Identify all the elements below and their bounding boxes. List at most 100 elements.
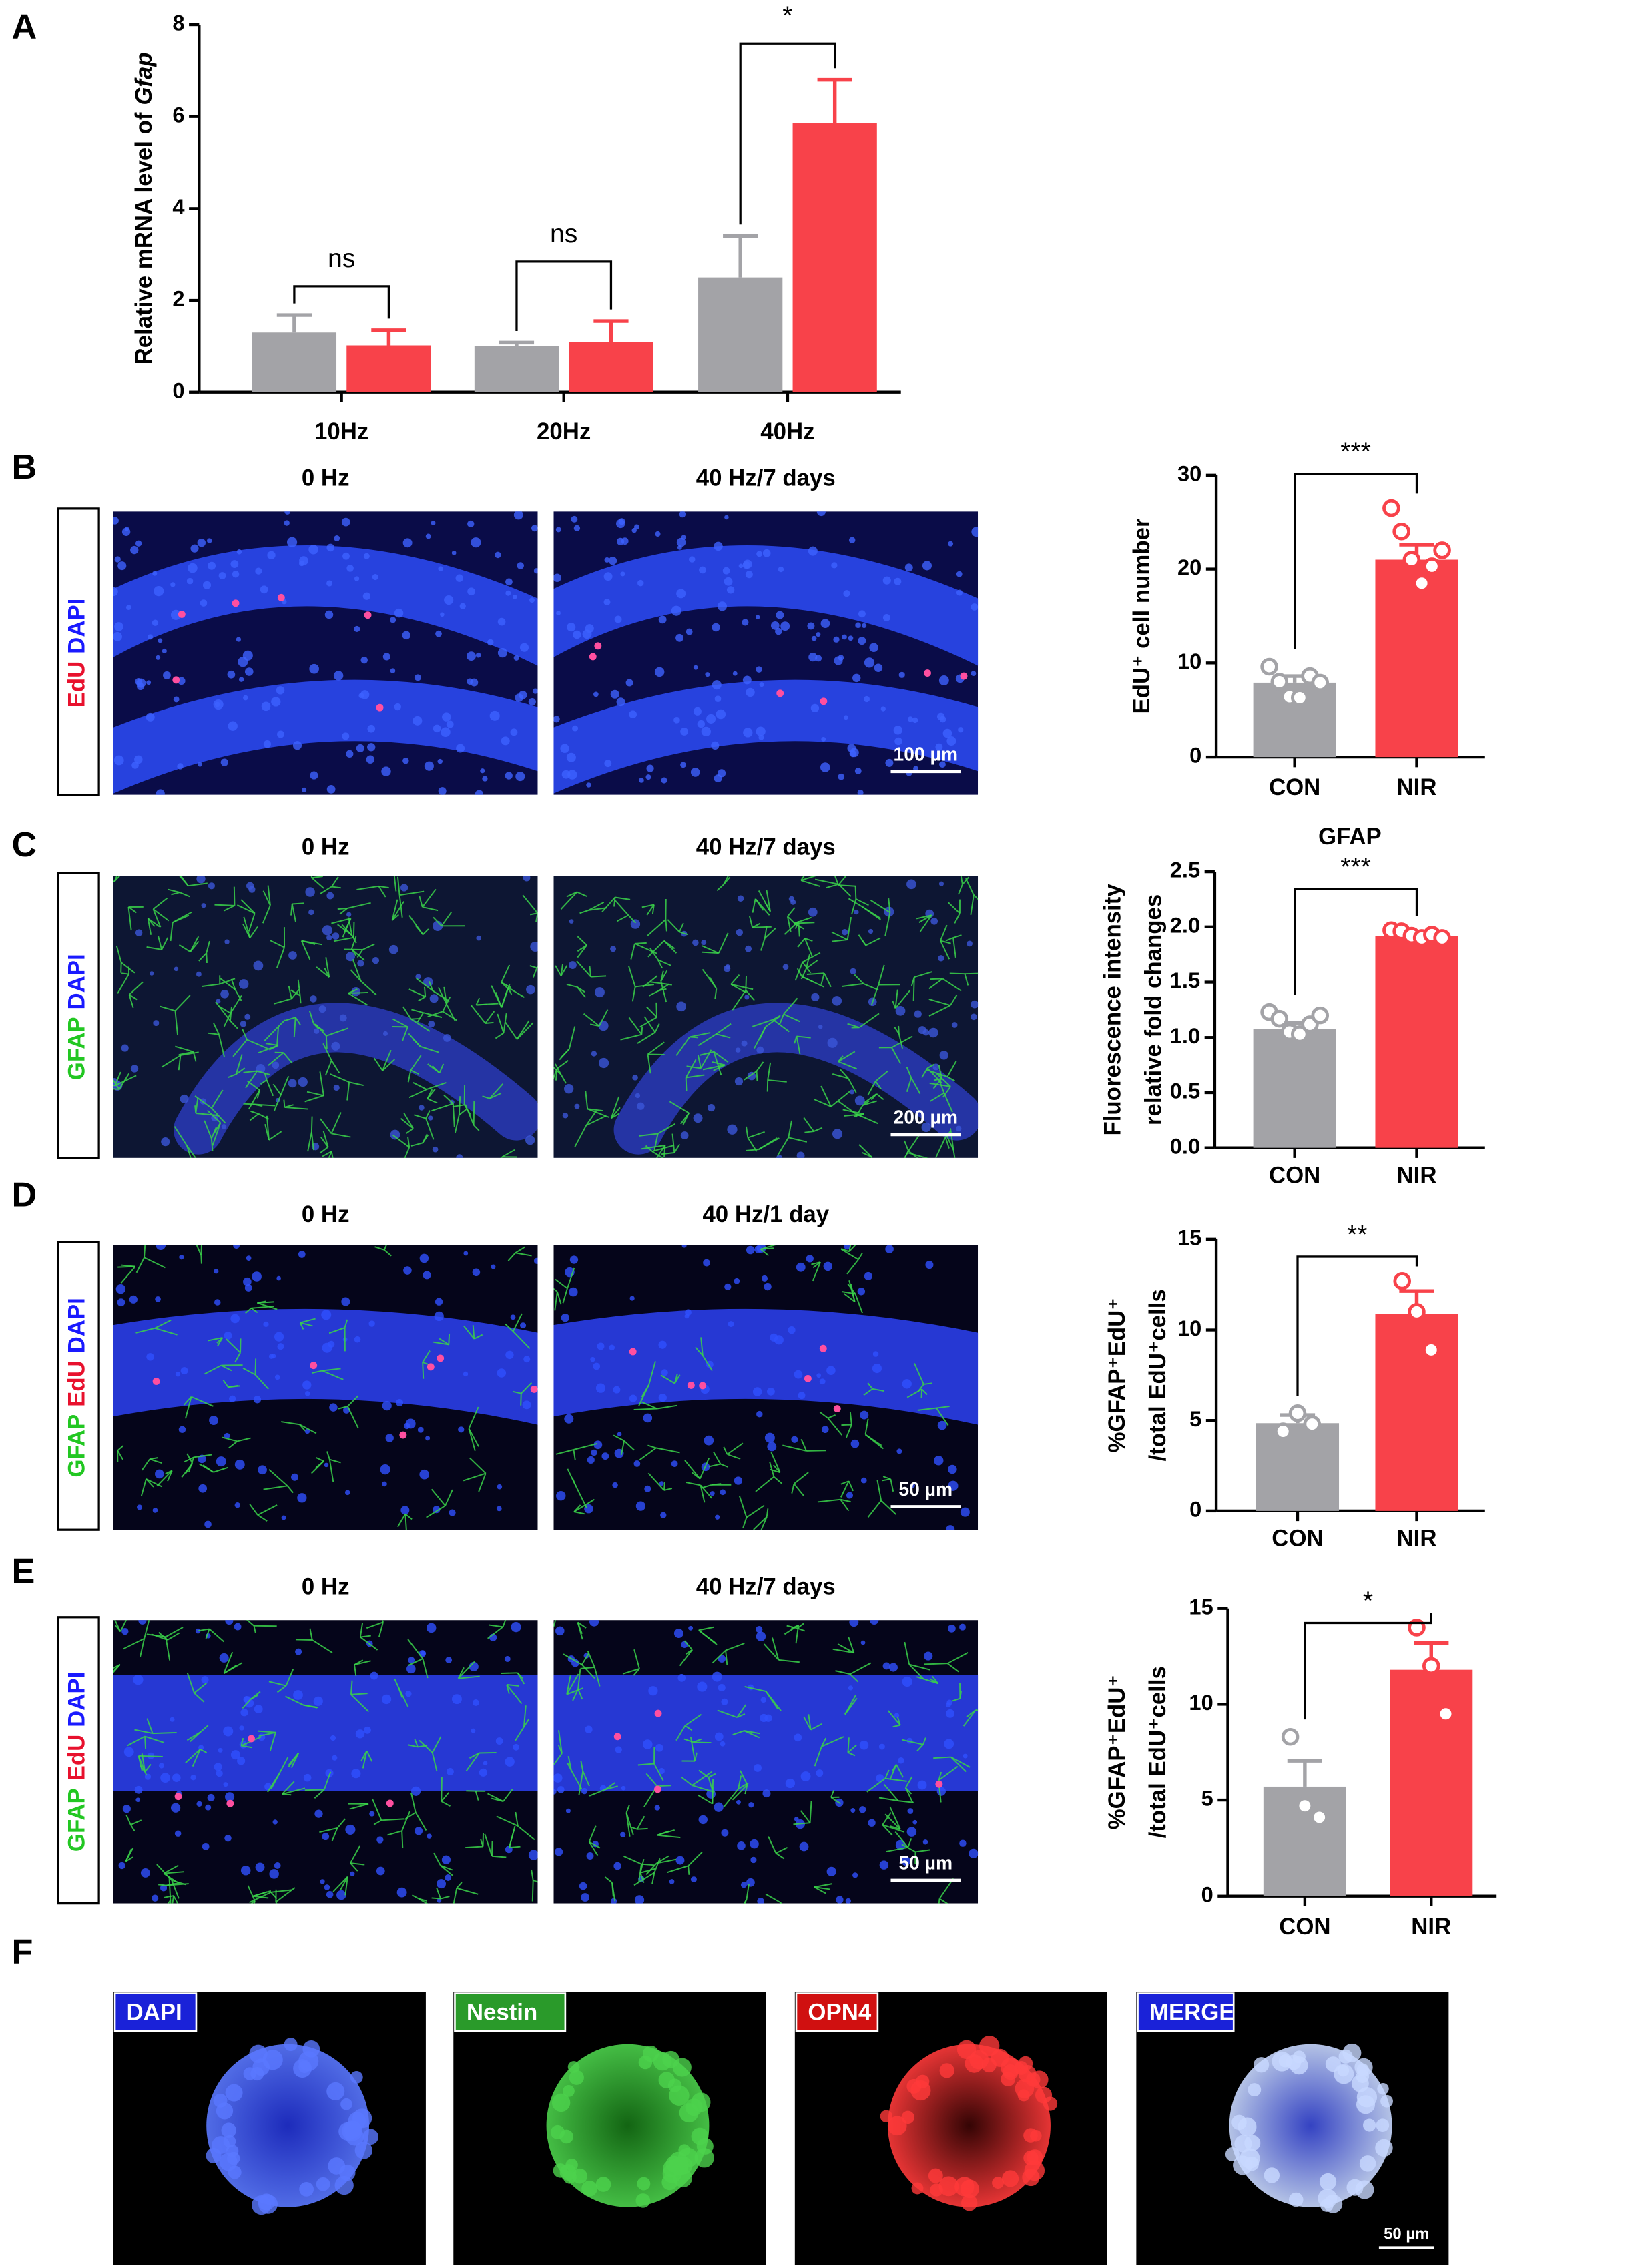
scale-bar-label: 50 µm <box>898 1852 952 1873</box>
astrocyte-process <box>904 1776 913 1789</box>
nucleus <box>309 663 319 674</box>
nucleus <box>841 929 848 936</box>
astrocyte-process <box>294 1017 301 1025</box>
nucleus <box>304 1428 310 1434</box>
nucleus <box>820 762 830 772</box>
astrocyte-process <box>272 1083 282 1095</box>
nucleus <box>615 1746 622 1753</box>
astrocyte-process <box>758 890 771 912</box>
nucleus <box>764 1282 772 1291</box>
nucleus <box>177 763 184 770</box>
astrocyte-process <box>717 1709 738 1719</box>
nucleus <box>326 784 336 794</box>
nucleus <box>732 671 738 676</box>
astrocyte-process <box>178 1055 182 1071</box>
nucleus <box>446 1768 454 1775</box>
nucleus <box>487 639 494 646</box>
nucleus <box>245 1699 254 1708</box>
nucleus <box>754 1764 762 1772</box>
astrocyte-process <box>876 1480 882 1501</box>
astrocyte-process <box>555 1278 568 1290</box>
nucleus <box>408 1657 415 1664</box>
astrocyte-process <box>643 1016 656 1033</box>
nucleus <box>354 625 360 633</box>
astrocyte-process <box>647 1054 651 1074</box>
nucleus <box>613 1386 621 1394</box>
nucleus <box>967 940 973 947</box>
astrocyte-process <box>234 1352 241 1363</box>
nucleus <box>292 741 302 750</box>
astrocyte-process <box>312 1370 322 1374</box>
astrocyte-process <box>354 1660 371 1666</box>
cell <box>1319 2173 1337 2191</box>
astrocyte-process <box>784 1625 799 1635</box>
astrocyte-process <box>168 888 180 894</box>
nucleus <box>610 689 619 699</box>
nucleus <box>274 1332 284 1342</box>
nucleus <box>767 1442 777 1452</box>
astrocyte-process <box>793 916 812 924</box>
cell <box>880 2110 893 2123</box>
astrocyte-process <box>660 980 667 1003</box>
astrocyte-process <box>585 1111 597 1126</box>
nucleus <box>741 1040 748 1047</box>
astrocyte-process <box>633 1408 657 1410</box>
astrocyte-process <box>414 1114 427 1119</box>
panel-letter: F <box>12 1933 33 1972</box>
nucleus <box>808 546 818 556</box>
nucleus <box>402 538 413 548</box>
nucleus <box>848 537 856 544</box>
astrocyte-process <box>700 1484 713 1499</box>
astrocyte-process <box>251 1306 274 1309</box>
nucleus <box>135 929 143 936</box>
astrocyte-process <box>878 964 885 985</box>
astrocyte-process <box>140 1478 147 1497</box>
nucleus <box>659 1481 664 1486</box>
astrocyte-process <box>422 1133 428 1143</box>
astrocyte-process <box>814 1746 822 1767</box>
astrocyte-process <box>577 1622 583 1635</box>
astrocyte-process <box>942 978 962 992</box>
astrocyte-process <box>713 1451 722 1465</box>
astrocyte-process <box>665 919 667 932</box>
nucleus <box>632 1075 638 1081</box>
nucleus <box>438 566 443 571</box>
nucleus <box>313 1696 323 1706</box>
astrocyte-process <box>381 1818 404 1821</box>
astrocyte-process <box>397 1513 406 1528</box>
astrocyte-process <box>284 1106 308 1110</box>
x-tick-label: 10Hz <box>314 418 368 445</box>
nucleus <box>676 1001 687 1012</box>
astrocyte-process <box>473 1101 475 1125</box>
nucleus <box>339 1014 347 1022</box>
nucleus <box>427 1833 432 1839</box>
astrocyte-process <box>144 1736 147 1749</box>
nucleus <box>673 1629 683 1638</box>
nucleus <box>423 1271 431 1280</box>
chart-title: GFAP <box>1318 824 1382 850</box>
nucleus <box>173 696 180 703</box>
y-tick-label: 0 <box>172 378 184 402</box>
astrocyte-process <box>269 1732 276 1751</box>
astrocyte-process <box>130 1819 142 1825</box>
nucleus <box>523 1356 531 1363</box>
stain-name: DAPI <box>64 1672 90 1727</box>
astrocyte-process <box>253 1900 256 1904</box>
nucleus <box>130 1065 139 1073</box>
astrocyte-process <box>573 1498 595 1512</box>
astrocyte-process <box>610 1107 621 1119</box>
astrocyte-process <box>657 959 663 969</box>
astrocyte-process <box>236 904 256 914</box>
astrocyte-process <box>692 1785 715 1793</box>
astrocyte-process <box>146 946 162 950</box>
astrocyte-process <box>922 1737 926 1745</box>
y-tick-label: 2.5 <box>1170 858 1200 882</box>
astrocyte-process <box>129 1824 135 1831</box>
astrocyte-process <box>213 1023 220 1035</box>
nucleus <box>633 524 639 530</box>
nucleus <box>922 561 932 571</box>
nucleus <box>936 712 945 721</box>
astrocyte-process <box>663 1145 666 1158</box>
astrocyte-process <box>300 1318 316 1324</box>
astrocyte-process <box>890 1478 894 1492</box>
